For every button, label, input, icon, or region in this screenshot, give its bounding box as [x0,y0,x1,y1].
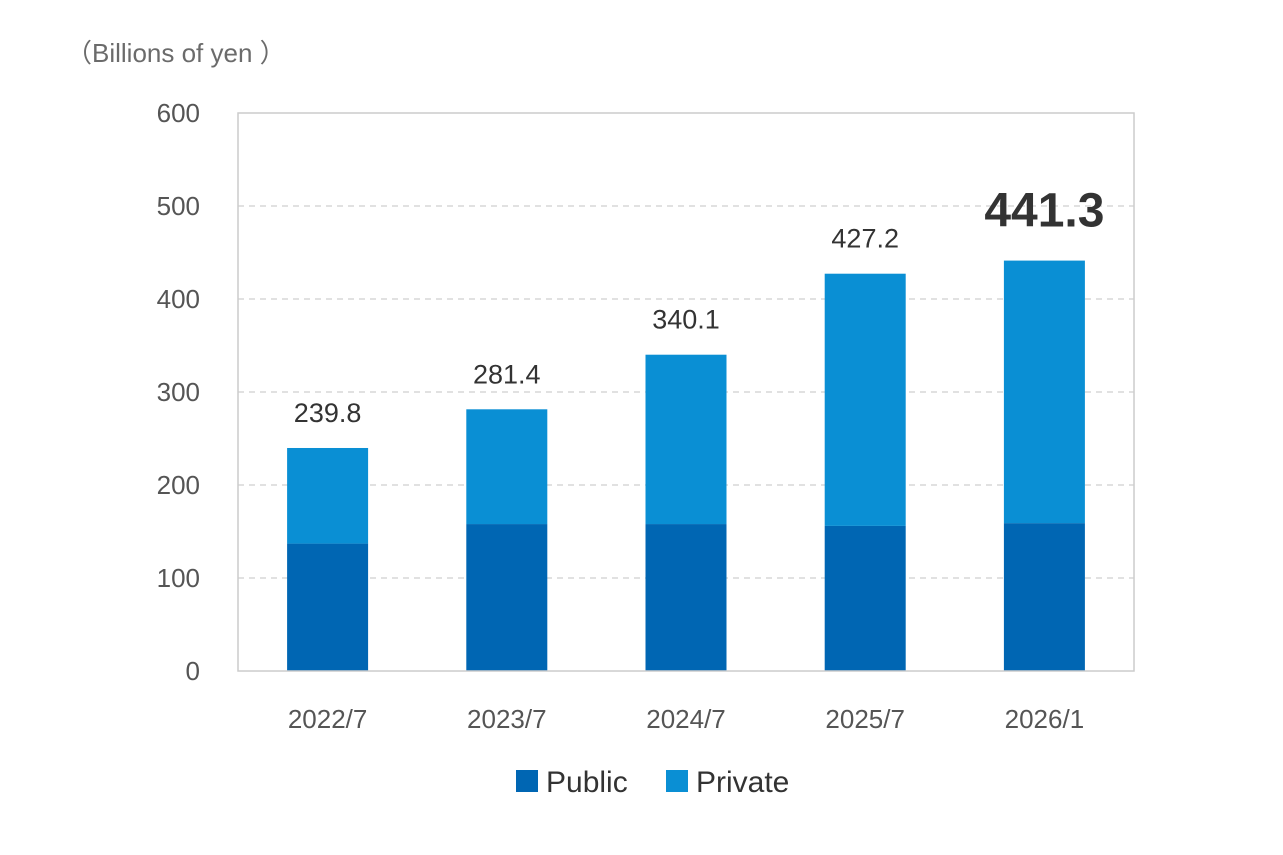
bar-public-5 [1003,523,1085,671]
x-tick-label: 2026/1 [1005,704,1085,734]
y-tick-label: 100 [157,563,200,593]
bar-total-label: 239.8 [294,398,362,428]
x-tick-label: 2023/7 [467,704,547,734]
x-tick-label: 2025/7 [825,704,905,734]
y-axis-unit-label: （Billions of yen ） [66,38,286,68]
x-tick-label: 2022/7 [288,704,368,734]
bar-private-2 [466,409,548,525]
y-tick-label: 0 [186,656,200,686]
bar-public-3 [645,524,727,671]
bar-public-1 [287,543,369,671]
bar-private-1 [287,447,369,544]
legend-label-private: Private [696,766,789,799]
y-tick-label: 200 [157,470,200,500]
x-tick-label: 2024/7 [646,704,726,734]
bar-total-label: 340.1 [652,305,720,335]
bar-private-4 [824,273,906,526]
legend-swatch-public [516,770,538,792]
legend-label-public: Public [546,766,628,799]
y-tick-label: 300 [157,377,200,407]
legend-swatch-private [666,770,688,792]
bar-private-3 [645,354,727,525]
bar-private-5 [1003,260,1085,524]
bar-public-2 [466,524,548,671]
bar-total-label: 427.2 [831,224,899,254]
y-tick-label: 400 [157,284,200,314]
y-tick-label: 500 [157,191,200,221]
bar-total-label: 281.4 [473,359,541,389]
bar-public-4 [824,525,906,671]
y-tick-label: 600 [157,98,200,128]
bar-total-label: 441.3 [984,185,1104,238]
plot-area-frame [237,112,1135,672]
